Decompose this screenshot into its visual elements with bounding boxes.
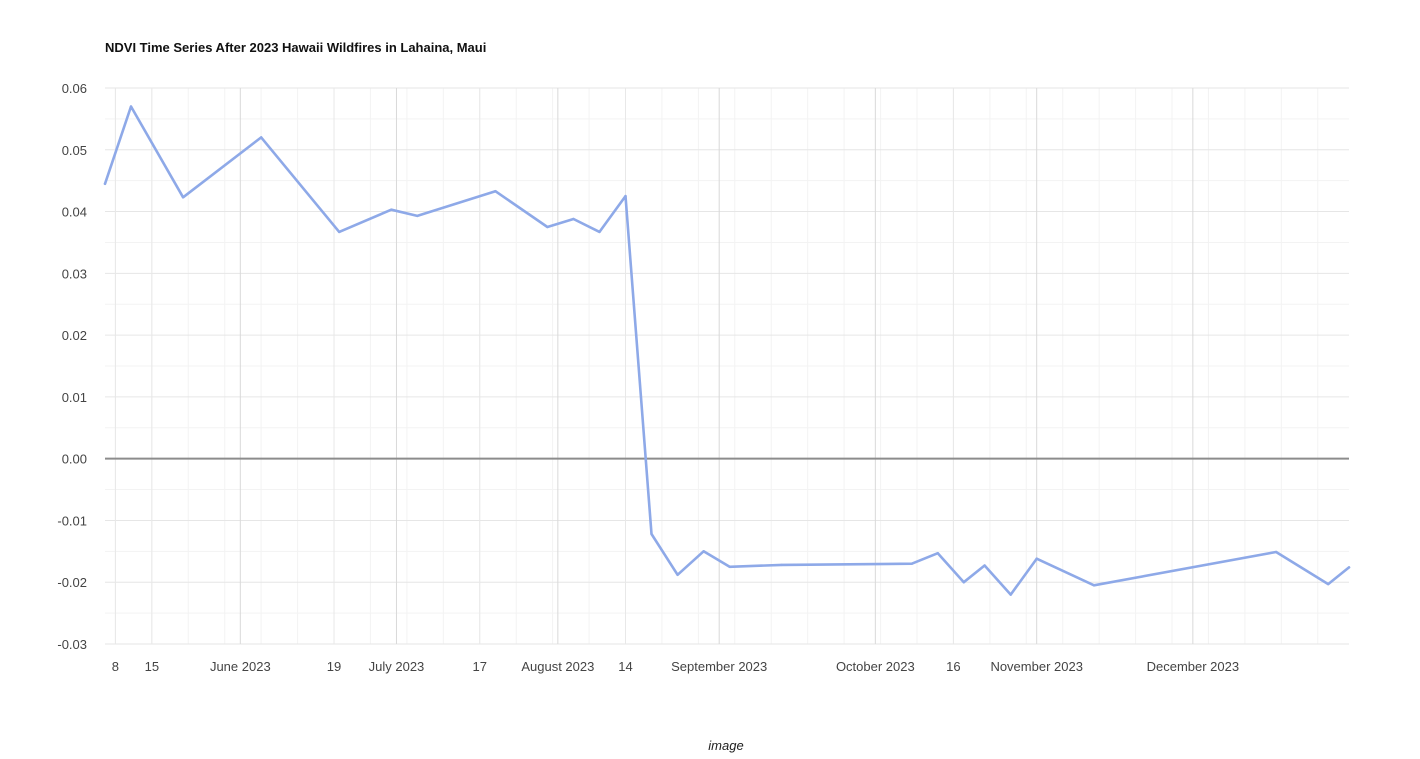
ndvi-data-point <box>546 225 549 229</box>
x-tick-label: November 2023 <box>990 659 1083 674</box>
x-axis-label: image <box>708 738 744 753</box>
ndvi-data-point <box>936 551 940 555</box>
y-axis-tick-labels: 0.06 0.05 0.04 0.03 0.02 0.01 0.00 -0.01 -0.02 -0… <box>57 81 87 652</box>
minor-grid <box>105 88 1349 644</box>
ndvi-data-point <box>181 196 185 199</box>
ndvi-data-point <box>129 105 133 108</box>
ndvi-data-point <box>676 573 679 577</box>
x-tick-label: August 2023 <box>521 659 594 674</box>
ndvi-data-point <box>650 532 653 536</box>
ndvi-data-point <box>494 189 497 193</box>
x-tick-label: July 2023 <box>369 659 425 674</box>
ndvi-data-point <box>910 562 913 565</box>
ndvi-data-point <box>103 182 107 185</box>
ndvi-series <box>103 105 1351 596</box>
x-tick-label: October 2023 <box>836 659 915 674</box>
ndvi-series-line <box>103 105 1351 596</box>
y-tick-label: 0.05 <box>62 143 87 158</box>
ndvi-data-point <box>728 565 731 568</box>
ndvi-data-point <box>1347 566 1351 569</box>
ndvi-data-point <box>390 208 393 211</box>
ndvi-data-point <box>1274 550 1278 554</box>
y-tick-label: 0.03 <box>62 266 87 281</box>
y-tick-label: 0.02 <box>62 328 87 343</box>
y-tick-label: -0.02 <box>57 575 87 590</box>
y-tick-label: -0.03 <box>57 637 87 652</box>
y-tick-label: 0.00 <box>62 452 87 467</box>
x-tick-label: 17 <box>473 659 487 674</box>
x-tick-label: 14 <box>618 659 632 674</box>
x-tick-label: December 2023 <box>1147 659 1240 674</box>
y-tick-label: 0.06 <box>62 81 87 96</box>
y-tick-label: 0.01 <box>62 390 87 405</box>
x-axis-tick-labels: 8 15 June 2023 19 July 2023 17 August 2023 14 Se… <box>112 659 1239 674</box>
chart-title: NDVI Time Series After 2023 Hawaii Wildf… <box>105 40 487 55</box>
y-tick-label: -0.01 <box>57 513 87 528</box>
ndvi-data-point <box>962 581 966 584</box>
x-tick-label: 16 <box>946 659 960 674</box>
ndvi-data-point <box>1035 557 1038 560</box>
ndvi-data-point <box>702 550 705 553</box>
y-tick-label: 0.04 <box>62 205 87 220</box>
x-tick-label: 8 <box>112 659 119 674</box>
major-grid <box>105 87 1349 645</box>
x-tick-label: June 2023 <box>210 659 271 674</box>
ndvi-data-point <box>416 214 419 218</box>
x-tick-label: 15 <box>145 659 159 674</box>
ndvi-data-point <box>598 230 601 234</box>
ndvi-data-point <box>338 230 341 234</box>
ndvi-data-point <box>983 564 986 567</box>
ndvi-data-point <box>780 563 783 567</box>
ndvi-data-point <box>259 136 263 139</box>
x-tick-label: 19 <box>327 659 341 674</box>
x-tick-label: September 2023 <box>671 659 767 674</box>
ndvi-data-point <box>1326 582 1330 586</box>
ndvi-data-point <box>572 217 575 221</box>
ndvi-data-point <box>624 194 627 198</box>
ndvi-data-point <box>1009 593 1012 596</box>
ndvi-data-point <box>1092 584 1096 587</box>
